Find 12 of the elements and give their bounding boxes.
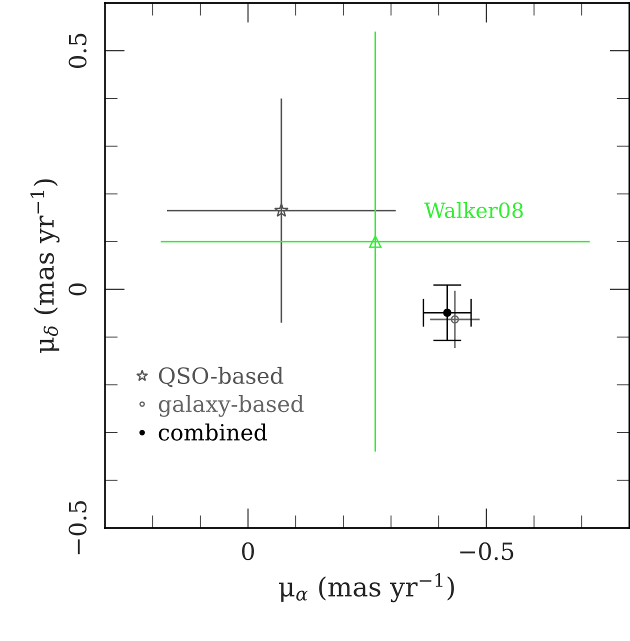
x-axis-title: μ$_{α}$ (mas yr$^{−1}$): [279, 573, 454, 602]
point: [369, 235, 382, 248]
legend-label: galaxy-based: [158, 395, 304, 417]
y-tick-label: 0: [68, 283, 87, 296]
point: [443, 308, 452, 317]
point: [274, 202, 289, 217]
y-tick-label: 0.5: [68, 34, 87, 68]
text: Walker08: [424, 202, 523, 218]
point: [450, 315, 460, 324]
y-axis-title: μ$_{δ}$ (mas yr$^{−1}$): [30, 179, 60, 353]
legend-label: QSO-based: [158, 366, 284, 388]
legend-label: combined: [158, 423, 267, 441]
